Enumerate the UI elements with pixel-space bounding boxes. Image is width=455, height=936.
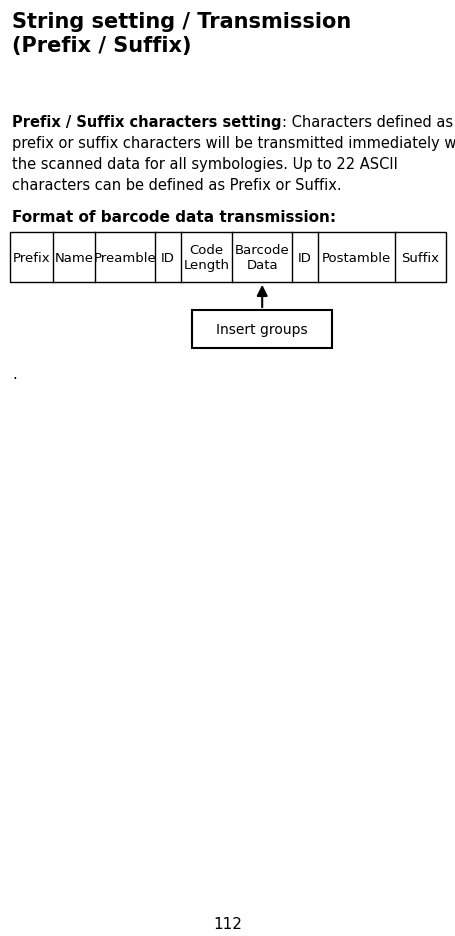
Text: .: .: [12, 367, 17, 382]
Text: Prefix / Suffix characters setting: Prefix / Suffix characters setting: [12, 115, 281, 130]
Text: prefix or suffix characters will be transmitted immediately with: prefix or suffix characters will be tran…: [12, 136, 455, 151]
Text: Insert groups: Insert groups: [216, 323, 307, 337]
Bar: [192, 311, 332, 348]
Text: ID: ID: [161, 251, 175, 264]
Text: Barcode
Data: Barcode Data: [234, 243, 289, 271]
Text: ID: ID: [298, 251, 311, 264]
Text: Code
Length: Code Length: [183, 243, 229, 271]
Text: Name: Name: [55, 251, 93, 264]
Text: Postamble: Postamble: [321, 251, 390, 264]
Text: the scanned data for all symbologies. Up to 22 ASCII: the scanned data for all symbologies. Up…: [12, 157, 397, 172]
Text: Format of barcode data transmission:: Format of barcode data transmission:: [12, 210, 335, 225]
Text: : Characters defined as: : Characters defined as: [281, 115, 452, 130]
Text: Prefix: Prefix: [13, 251, 50, 264]
Text: Suffix: Suffix: [400, 251, 438, 264]
Text: String setting / Transmission
(Prefix / Suffix): String setting / Transmission (Prefix / …: [12, 12, 350, 56]
Bar: [10, 233, 445, 283]
Text: 112: 112: [213, 916, 242, 931]
Text: Preamble: Preamble: [94, 251, 157, 264]
Text: characters can be defined as Prefix or Suffix.: characters can be defined as Prefix or S…: [12, 178, 341, 193]
